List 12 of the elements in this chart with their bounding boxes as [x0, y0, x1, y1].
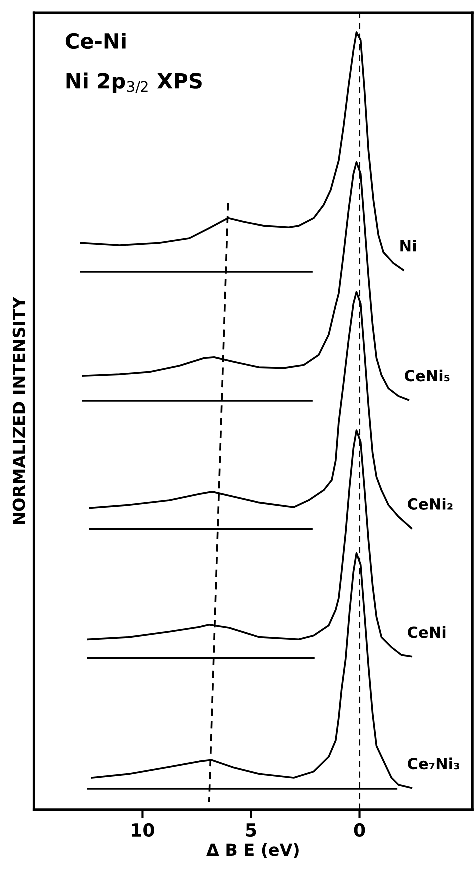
x-tick-label: 10 — [132, 823, 154, 838]
series-label: Ce₇Ni₃ — [408, 758, 460, 770]
x-tick-label: 0 — [354, 823, 366, 838]
chart-title: Ce-Ni — [66, 32, 126, 50]
text: Ni 2p$_{3/2}$ XPS — [66, 72, 202, 94]
series-label: Ni — [400, 240, 416, 252]
y-axis-title: NORMALIZED INTENSITY — [12, 296, 26, 524]
x-axis-title: Δ B E (eV) — [206, 843, 299, 858]
series-label: CeNi — [408, 626, 446, 638]
x-tick-label: 5 — [246, 824, 256, 838]
series-label: CeNi₂ — [408, 498, 453, 510]
series-label: CeNi₅ — [405, 370, 450, 382]
